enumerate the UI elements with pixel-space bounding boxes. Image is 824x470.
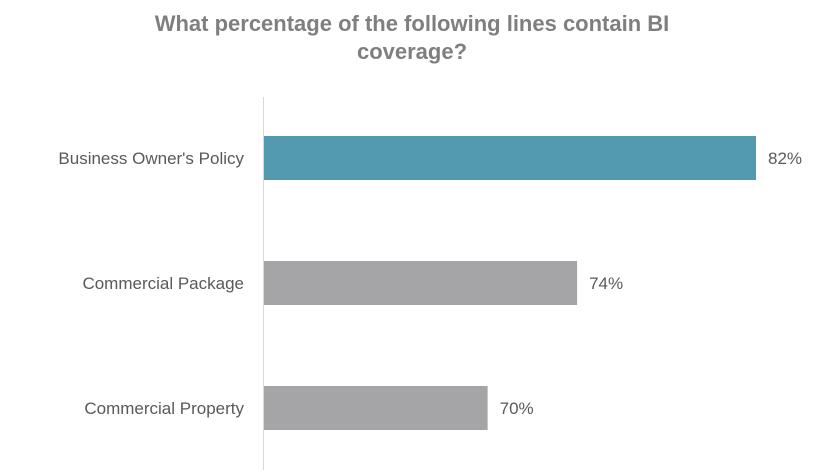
- labels-layer: Business Owner's Policy 82% Commercial Pac…: [58, 149, 802, 418]
- data-label-3: 70%: [500, 399, 534, 418]
- bar-1: [264, 136, 756, 180]
- bar-3: [264, 386, 488, 430]
- bars-layer: [264, 136, 756, 430]
- category-label-1: Business Owner's Policy: [58, 149, 244, 168]
- chart-title-line-1: What percentage of the following lines c…: [154, 11, 670, 36]
- bar-2: [264, 261, 578, 305]
- chart-title: What percentage of the following lines c…: [0, 10, 824, 66]
- data-label-2: 74%: [589, 274, 623, 293]
- category-label-3: Commercial Property: [84, 399, 244, 418]
- data-label-1: 82%: [768, 149, 802, 168]
- chart-title-line-2: coverage?: [356, 39, 468, 64]
- category-label-2: Commercial Package: [82, 274, 244, 293]
